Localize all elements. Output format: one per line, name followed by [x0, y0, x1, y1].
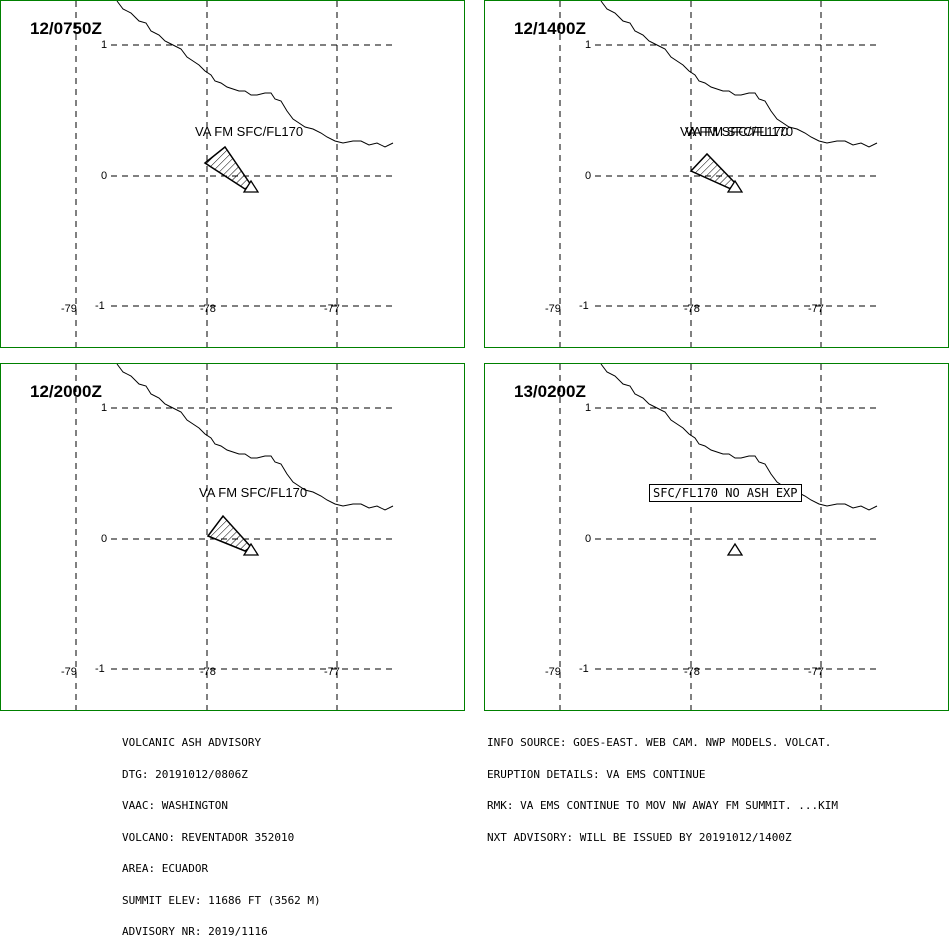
coastline [600, 0, 878, 148]
coastline [116, 0, 394, 148]
latitude-label: 1 [101, 39, 108, 51]
map-panel: 12/2000Z 1 0 -1 -79 -78 -77 VA FM SFC/FL170 [0, 363, 465, 711]
volcano-icon [726, 542, 744, 556]
latitude-label: 0 [585, 170, 592, 182]
panel-time: 12/0750Z [30, 19, 102, 38]
longitude-label: -77 [808, 666, 824, 678]
longitude-label: -77 [324, 666, 340, 678]
ash-cloud-area [203, 145, 253, 190]
latitude-label: 1 [585, 39, 592, 51]
coastline [600, 363, 878, 511]
longitude-label: -77 [808, 303, 824, 315]
latitude-label: -1 [579, 300, 589, 312]
advisory-line: SUMMIT ELEV: 11686 FT (3562 M) [122, 893, 321, 907]
map-panel: 13/0200Z 1 0 -1 -79 -78 -77 SFC/FL170 NO ASH EX… [484, 363, 949, 711]
latitude-label: -1 [95, 300, 105, 312]
longitude-label: -79 [545, 303, 561, 315]
advisory-line: NXT ADVISORY: WILL BE ISSUED BY 20191012… [487, 830, 792, 844]
latitude-label: 0 [101, 170, 108, 182]
map-canvas [559, 0, 880, 347]
map-canvas [75, 363, 396, 710]
coastline [116, 363, 394, 511]
advisory-line: VOLCANO: REVENTADOR 352010 [122, 830, 295, 844]
advisory-info-left: VOLCANIC ASH ADVISORY DTG: 20191012/0806… [122, 717, 321, 948]
ash-cloud-label: VA FM SFC/FL170 [680, 124, 789, 139]
latitude-label: 0 [585, 533, 592, 545]
advisory-line: VAAC: WASHINGTON [122, 799, 228, 812]
longitude-label: -78 [200, 303, 216, 315]
volcano-icon [242, 542, 260, 556]
latitude-label: -1 [95, 663, 105, 675]
longitude-label: -78 [684, 666, 700, 678]
map-canvas [75, 0, 396, 347]
latitude-label: 0 [101, 533, 108, 545]
advisory-line: AREA: ECUADOR [122, 862, 209, 875]
map-panel: 12/0750Z 1 0 -1 -79 -78 -77 VA FM SFC/FL170 [0, 0, 465, 348]
advisory-line: ERUPTION DETAILS: VA EMS CONTINUE [487, 767, 706, 781]
panel-time: 12/2000Z [30, 382, 102, 401]
advisory-info-right: INFO SOURCE: GOES-EAST. WEB CAM. NWP MOD… [487, 717, 838, 854]
latitude-label: -1 [579, 663, 589, 675]
panel-time: 13/0200Z [514, 382, 586, 401]
ash-cloud-label: VA FM SFC/FL170 [195, 124, 304, 139]
no-ash-box-label: SFC/FL170 NO ASH EXP [649, 484, 802, 502]
volcano-icon [726, 179, 744, 193]
longitude-label: -79 [61, 303, 77, 315]
advisory-line: RMK: VA EMS CONTINUE TO MOV NW AWAY FM S… [487, 799, 838, 812]
latitude-label: 1 [585, 402, 592, 414]
map-panel: 12/1400Z 1 0 -1 -79 -78 -77 VA FM SFC/FL170 VA F… [484, 0, 949, 348]
ash-cloud-label: VA FM SFC/FL170 [199, 485, 308, 500]
longitude-label: -78 [684, 303, 700, 315]
volcano-icon [242, 179, 260, 193]
longitude-label: -79 [61, 666, 77, 678]
longitude-label: -79 [545, 666, 561, 678]
longitude-label: -77 [324, 303, 340, 315]
latitude-label: 1 [101, 402, 108, 414]
panel-time: 12/1400Z [514, 19, 586, 38]
advisory-line: VOLCANIC ASH ADVISORY [122, 736, 262, 749]
advisory-line: ADVISORY NR: 2019/1116 [122, 925, 268, 938]
ash-cloud-label: VA FM SFC/FL170 [685, 124, 794, 139]
ash-cloud-area [206, 514, 253, 552]
advisory-line: INFO SOURCE: GOES-EAST. WEB CAM. NWP MOD… [487, 736, 832, 749]
advisory-line: DTG: 20191012/0806Z [122, 767, 248, 781]
longitude-label: -78 [200, 666, 216, 678]
map-canvas [559, 363, 880, 710]
ash-cloud-area [689, 152, 739, 190]
